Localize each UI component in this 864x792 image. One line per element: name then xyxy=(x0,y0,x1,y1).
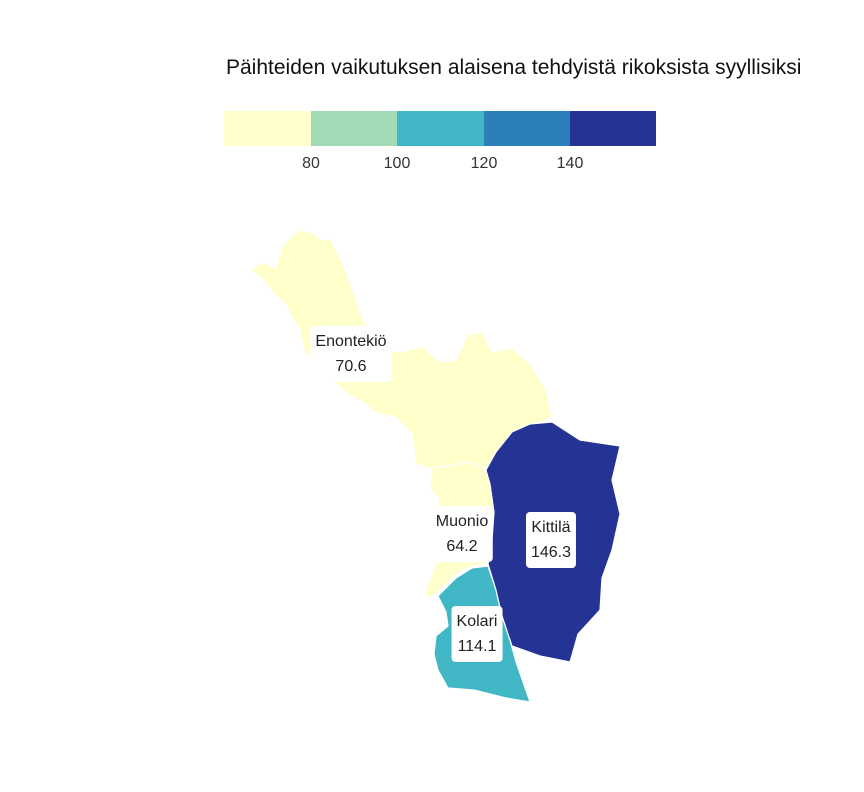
legend-tick: 80 xyxy=(302,155,320,172)
region-name: Enontekiö xyxy=(315,333,387,350)
legend-swatch-1 xyxy=(224,111,311,146)
legend-swatch-2 xyxy=(311,111,397,146)
legend-tick: 120 xyxy=(470,155,498,172)
region-value: 114.1 xyxy=(457,638,497,655)
region-label-enontekio: Enontekiö 70.6 xyxy=(310,326,392,382)
legend-tick: 100 xyxy=(383,155,411,172)
legend-swatch-5 xyxy=(570,111,656,146)
map-title: Päihteiden vaikutuksen alaisena tehdyist… xyxy=(226,56,802,79)
legend-tick: 140 xyxy=(556,155,584,172)
region-value: 146.3 xyxy=(530,544,572,561)
legend-swatch-4 xyxy=(484,111,570,146)
legend-swatch-3 xyxy=(397,111,484,146)
region-name: Kolari xyxy=(456,613,498,630)
region-label-kolari: Kolari 114.1 xyxy=(451,606,503,662)
region-name: Muonio xyxy=(435,513,489,530)
region-value: 64.2 xyxy=(446,538,478,555)
region-value: 70.6 xyxy=(335,358,367,375)
region-label-muonio: Muonio 64.2 xyxy=(430,506,494,562)
region-enontekio[interactable] xyxy=(248,229,553,471)
region-label-kittila: Kittilä 146.3 xyxy=(525,512,577,568)
color-legend: 80 100 120 140 xyxy=(224,111,656,172)
region-name: Kittilä xyxy=(531,519,571,536)
